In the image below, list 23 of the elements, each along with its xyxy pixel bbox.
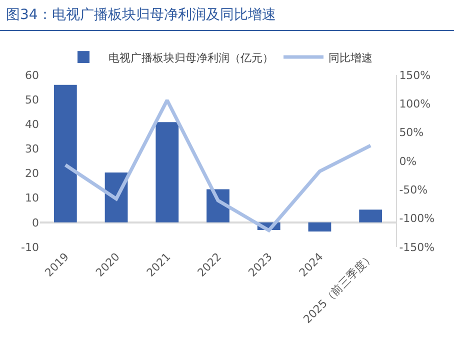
y-tick-label: -10 [21,240,39,254]
y-tick-label: 30 [25,142,39,156]
y2-tick-label: -150% [399,240,435,254]
y2-tick-label: 0% [399,154,417,168]
bar [156,122,179,222]
line-series [64,98,372,232]
y-tick-label: 0 [32,216,39,230]
y2-tick-label: 150% [399,68,431,82]
y2-tick-label: 50% [399,126,424,140]
y-tick-label: 60 [25,68,39,82]
y2-tick-label: -100% [399,212,435,226]
bar [308,222,332,232]
bar [359,210,382,222]
legend-label: 电视广播板块归母净利润（亿元） [108,51,274,64]
bar [54,84,77,222]
y-tick-label: 50 [25,93,39,106]
legend-label: 同比增速 [328,51,372,64]
y2-tick-label: 100% [399,98,431,111]
y2-tick-label: -50% [399,184,428,197]
y-tick-label: 10 [25,192,39,205]
y-tick-label: 40 [25,118,39,131]
y-tick-label: 20 [25,167,39,180]
chart-title: 图34：电视广播板块归母净利润及同比增速 [0,0,454,31]
